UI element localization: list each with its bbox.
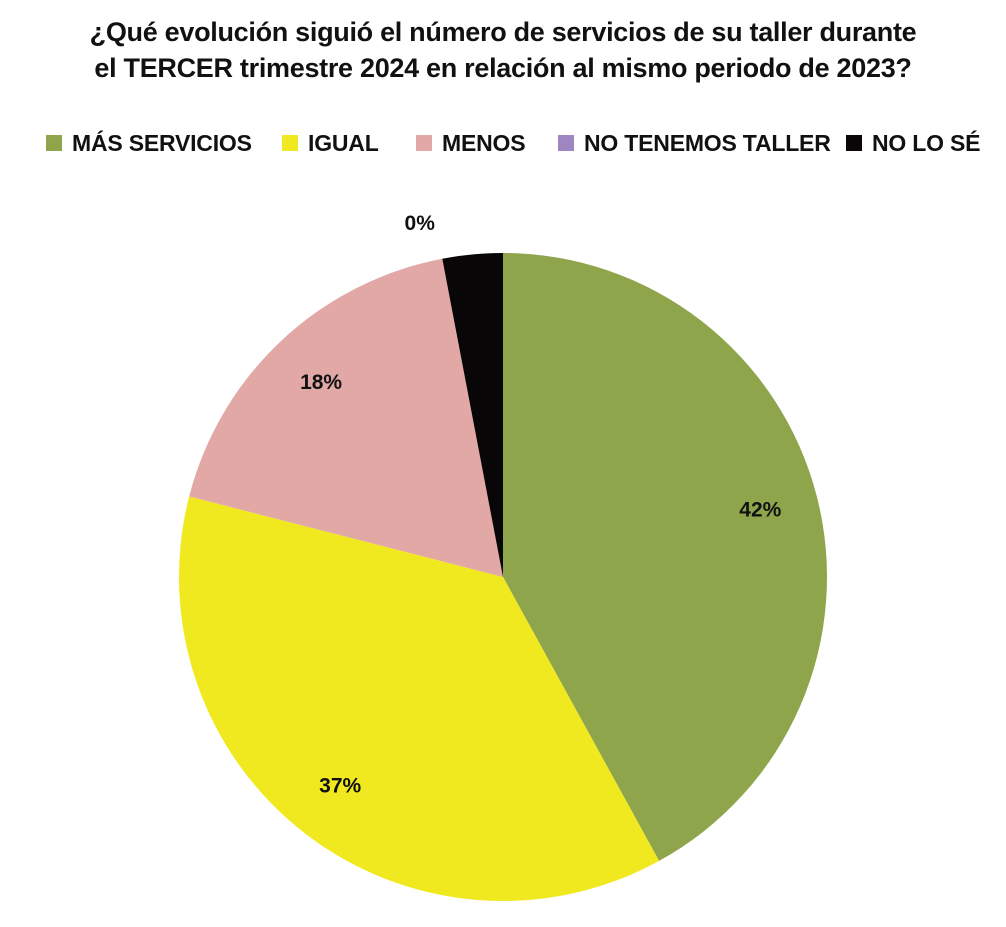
pie-slice-no-lo-se [442, 253, 503, 577]
data-label-no-lo-se: 0% [405, 212, 436, 235]
legend-item-mas-servicios: MÁS SERVICIOS [46, 126, 252, 160]
legend-item-no-tenemos-taller: NO TENEMOS TALLER [558, 126, 831, 160]
legend-swatch-igual [282, 135, 298, 151]
chart-title-line-2: el TERCER trimestre 2024 en relación al … [94, 53, 912, 83]
legend-item-no-lo-se: NO LO SÉ [846, 126, 981, 160]
legend-swatch-menos [416, 135, 432, 151]
data-label-menos: 18% [300, 371, 342, 394]
pie-slice-igual [179, 496, 660, 901]
legend-label-menos: MENOS [442, 129, 526, 156]
legend-item-igual: IGUAL [282, 126, 379, 160]
legend-swatch-no-tenemos-taller [558, 135, 574, 151]
pie-slice-menos [189, 258, 503, 577]
chart-title-line-1: ¿Qué evolución siguió el número de servi… [89, 17, 917, 47]
legend-label-mas-servicios: MÁS SERVICIOS [72, 129, 252, 156]
legend-label-no-lo-se: NO LO SÉ [872, 129, 981, 156]
legend-label-igual: IGUAL [308, 129, 379, 156]
legend-item-menos: MENOS [416, 126, 526, 160]
data-label-igual: 37% [319, 774, 361, 797]
data-label-mas-servicios: 42% [739, 498, 781, 521]
legend-swatch-mas-servicios [46, 135, 62, 151]
pie-slice-mas-servicios [503, 253, 827, 861]
chart-legend: MÁS SERVICIOS IGUAL MENOS NO TENEMOS TAL… [0, 126, 1006, 160]
legend-swatch-no-lo-se [846, 135, 862, 151]
legend-label-no-tenemos-taller: NO TENEMOS TALLER [584, 129, 831, 156]
chart-title: ¿Qué evolución siguió el número de servi… [0, 14, 1006, 86]
